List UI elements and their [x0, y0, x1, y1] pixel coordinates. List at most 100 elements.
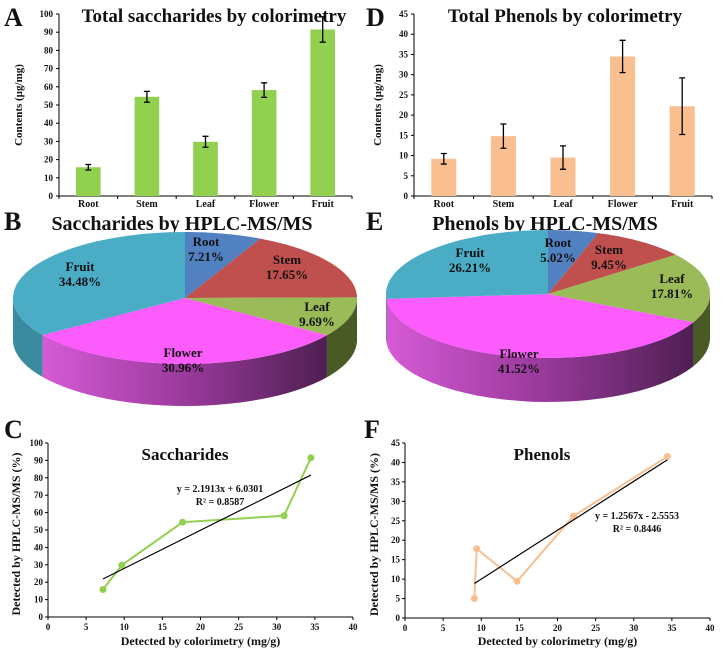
chart-title: Saccharides by HPLC-MS/MS — [51, 213, 312, 235]
x-tick-label: 0 — [403, 623, 408, 633]
y-tick-label: 10 — [44, 173, 54, 183]
trendline — [474, 459, 668, 584]
pie-slice-stem — [185, 238, 357, 298]
data-point — [470, 594, 478, 602]
pie-slice-root — [185, 232, 261, 298]
x-tick-label: 40 — [706, 623, 716, 633]
pie-slice-fruit — [386, 230, 548, 299]
bar-leaf — [193, 141, 218, 196]
y-tick-label: 15 — [391, 555, 401, 565]
data-point — [280, 512, 288, 520]
bar-flower — [251, 90, 277, 196]
y-tick-label: 5 — [404, 171, 409, 181]
data-point — [663, 453, 671, 461]
y-axis-label: Contents (µg/mg) — [372, 64, 384, 146]
y-axis-label: Contents (µg/mg) — [13, 64, 25, 146]
slice-value: 30.96% — [162, 360, 204, 375]
panel-letter: C — [4, 415, 23, 444]
error-bar — [261, 82, 268, 99]
pie-side-flower — [386, 298, 694, 402]
y-tick-label: 20 — [44, 155, 54, 165]
trend-equation: y = 1.2567x - 2.5553 — [595, 511, 679, 522]
data-point — [118, 561, 126, 569]
panel-letter: A — [4, 3, 23, 32]
x-tick-label: Flower — [608, 199, 639, 210]
slice-label: Root — [193, 234, 220, 249]
data-line — [102, 457, 312, 591]
data-point — [513, 577, 521, 585]
x-tick-label: Leaf — [553, 199, 573, 210]
x-tick-label: Fruit — [312, 199, 335, 210]
y-tick-label: 0 — [396, 613, 401, 623]
x-tick-label: 10 — [120, 622, 130, 632]
x-tick-label: Leaf — [196, 199, 216, 210]
y-tick-label: 25 — [399, 90, 409, 100]
y-tick-label: 40 — [399, 29, 409, 39]
y-tick-label: 40 — [391, 457, 401, 467]
trend-r2: R² = 0.8446 — [613, 524, 661, 535]
x-tick-label: Root — [78, 199, 99, 210]
error-bar — [440, 152, 447, 165]
x-tick-label: 15 — [515, 623, 525, 633]
x-axis-label: Detected by colorimetry (mg/g) — [121, 634, 281, 648]
slice-value: 34.48% — [59, 274, 101, 289]
y-tick-label: 60 — [44, 82, 54, 92]
y-tick-label: 90 — [34, 455, 44, 465]
y-tick-label: 20 — [34, 577, 44, 587]
slice-label: Fruit — [66, 259, 96, 274]
pie-slice-root — [548, 230, 599, 294]
slice-value: 41.52% — [498, 361, 540, 376]
y-tick-label: 80 — [44, 45, 54, 55]
y-tick-label: 30 — [399, 70, 409, 80]
y-tick-label: 10 — [399, 151, 409, 161]
y-tick-label: 50 — [34, 525, 44, 535]
y-tick-label: 40 — [44, 118, 54, 128]
y-tick-label: 20 — [399, 110, 409, 120]
data-point — [99, 586, 107, 594]
chart-title: Phenols by HPLC-MS/MS — [432, 213, 658, 235]
y-tick-label: 30 — [34, 560, 44, 570]
x-tick-label: 30 — [272, 622, 282, 632]
panel-letter: B — [4, 207, 21, 236]
line-chart-C: Saccharides 0 10 20 30 40 50 60 70 80 90 100 0 5 10 15 2… — [9, 438, 358, 648]
bar-chart-D: Total Phenols by colorimetry 0 5 10 15 20 25 30… — [372, 6, 713, 210]
chart-title: Total Phenols by colorimetry — [448, 6, 683, 27]
x-tick-label: 40 — [349, 622, 359, 632]
y-axis-label: Detected by HPLC-MS/MS (%) — [367, 453, 381, 616]
y-tick-label: 100 — [30, 438, 44, 448]
y-tick-label: 0 — [404, 191, 409, 201]
panel-letter: F — [364, 415, 380, 444]
y-tick-label: 15 — [399, 130, 409, 140]
slice-label: Leaf — [659, 271, 685, 286]
trend-equation: y = 2.1913x + 6.0301 — [177, 484, 263, 495]
x-tick-label: Flower — [249, 199, 280, 210]
x-tick-label: 35 — [667, 623, 677, 633]
pie-slice-flower — [386, 294, 694, 358]
error-bar — [202, 135, 209, 148]
y-tick-label: 35 — [399, 49, 409, 59]
slice-value: 17.65% — [266, 267, 308, 282]
slice-value: 9.69% — [299, 314, 335, 329]
bar-root — [431, 158, 457, 196]
line-chart-F: Phenols 0 5 10 15 20 25 30 35 40 45 0 5 10 15 20 25 30 35 4… — [367, 438, 715, 648]
chart-title: Total saccharides by colorimetry — [82, 6, 347, 27]
x-tick-label: Stem — [136, 199, 158, 210]
error-bar — [500, 123, 507, 149]
y-tick-label: 40 — [34, 542, 44, 552]
panel-letter: E — [366, 207, 383, 236]
y-tick-label: 45 — [391, 438, 401, 448]
y-tick-label: 25 — [391, 516, 401, 526]
slice-value: 5.02% — [540, 250, 576, 265]
y-tick-label: 0 — [39, 612, 44, 622]
y-axis-label: Detected by HPLC-MS/MS (%) — [9, 453, 23, 616]
y-tick-label: 90 — [44, 27, 54, 37]
bar-root — [75, 167, 101, 196]
slice-value: 17.81% — [651, 286, 693, 301]
y-tick-label: 70 — [34, 490, 44, 500]
y-tick-label: 10 — [34, 595, 44, 605]
chart-title: Phenols — [514, 445, 571, 464]
y-tick-label: 10 — [391, 574, 401, 584]
bar-chart-A: Total saccharides by colorimetry 0 10 20 30 4… — [13, 6, 353, 210]
